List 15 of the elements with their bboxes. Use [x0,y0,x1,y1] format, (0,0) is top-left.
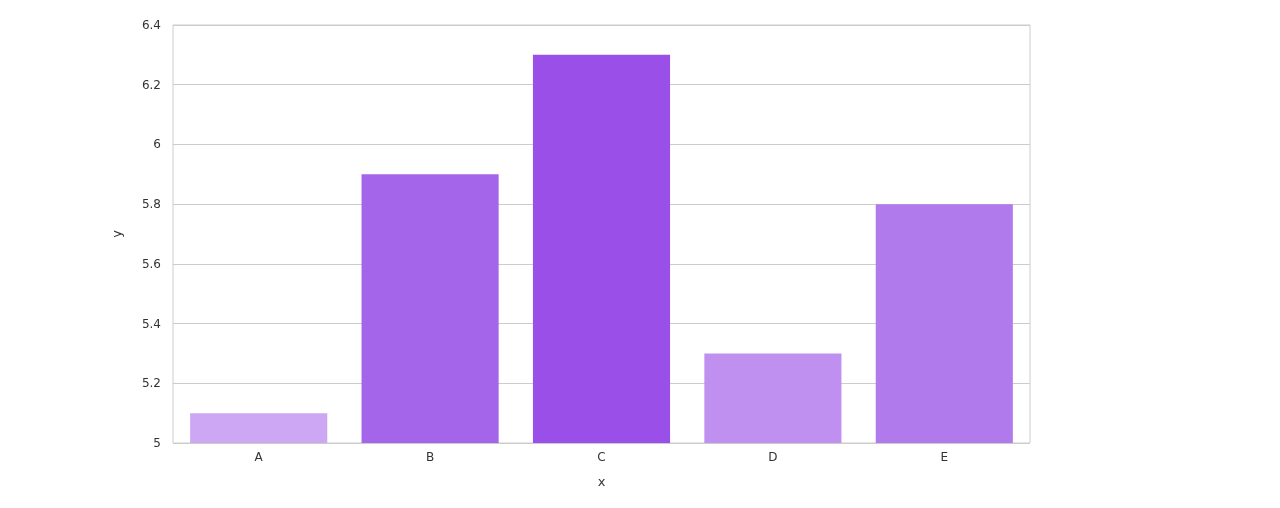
y-tick-label: 5 [153,436,161,450]
y-tick-label: 6.2 [141,77,161,92]
y-axis-title: y [109,229,124,238]
y-tick-label: 5.6 [141,256,161,271]
x-axis-title: x [597,474,606,489]
x-tick-label: E [940,450,949,464]
x-tick-label: D [768,450,778,464]
x-tick-label: C [597,450,606,464]
y-tick-label: 5.2 [141,376,161,391]
y-tick-label: 6.4 [141,18,161,32]
y-tick-label: 5.8 [141,197,161,212]
y-tick-label: 6 [153,137,161,152]
x-tick-label: B [425,450,435,464]
x-tick-label: A [254,450,264,464]
y-tick-label: 5.4 [141,316,161,331]
